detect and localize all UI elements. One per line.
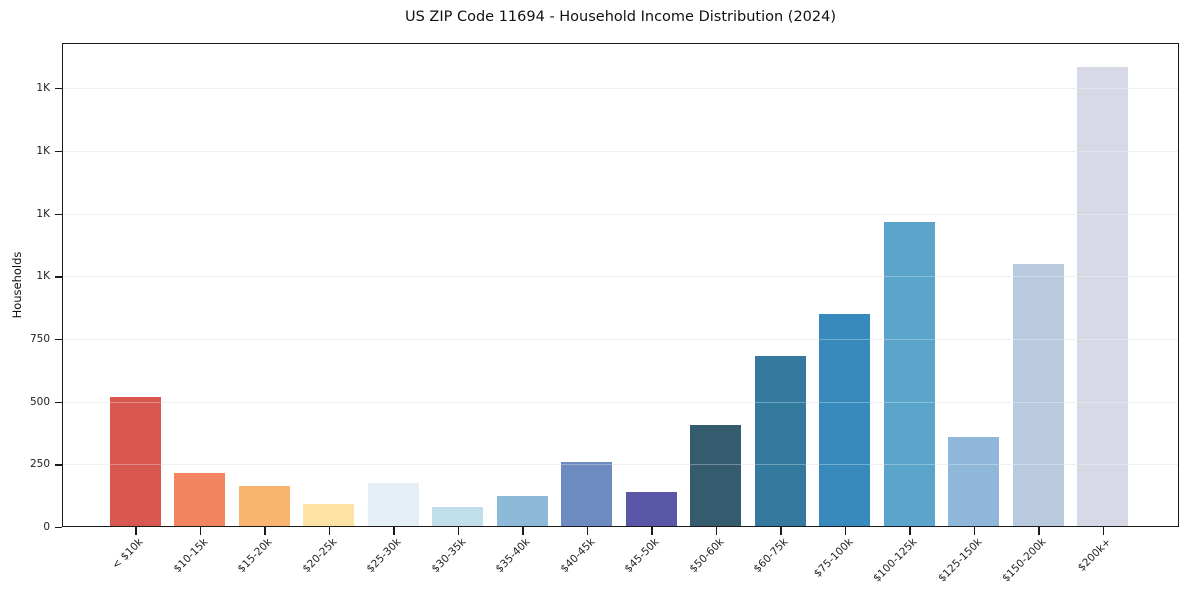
x-tick-mark-30-35k (457, 527, 459, 535)
x-tick-mark-25-30k (393, 527, 395, 535)
x-tick-mark-100-125k (909, 527, 911, 535)
bar-30-35k (432, 507, 483, 527)
bar-10k (109, 396, 161, 527)
x-tick-mark-75-100k (844, 527, 846, 535)
bar-200k (1077, 66, 1128, 527)
bar-45-50k (625, 492, 677, 527)
gridline-overlay-250 (62, 464, 1179, 466)
x-tick-mark-10-15k (199, 527, 201, 535)
x-tick-mark-200k (1102, 527, 1104, 535)
gridline-overlay-1250 (62, 213, 1179, 215)
bar-20-25k (303, 503, 354, 527)
bar-40-45k (561, 462, 612, 527)
gridline-overlay-750 (62, 338, 1179, 340)
y-tick-mark-500 (55, 401, 62, 403)
gridline-1000 (62, 276, 1179, 278)
x-tick-mark-150-200k (1038, 527, 1040, 535)
y-tick-label-500: 500 (29, 395, 50, 408)
bar-50-60k (690, 425, 741, 527)
y-tick-label-1750: 1K (36, 82, 50, 95)
gridline-1750 (62, 88, 1179, 90)
x-tick-mark-125-150k (973, 527, 975, 535)
gridline-overlay-1750 (62, 88, 1179, 90)
gridline-1250 (62, 213, 1179, 215)
bar-10-15k (174, 473, 225, 527)
gridline-750 (62, 338, 1179, 340)
y-tick-mark-0 (55, 527, 62, 529)
x-tick-mark-20-25k (328, 527, 330, 535)
y-tick-label-1250: 1K (36, 207, 50, 220)
x-tick-mark-40-45k (586, 527, 588, 535)
gridline-overlay-500 (62, 401, 1179, 403)
x-tick-mark-10k (135, 527, 137, 535)
bar-25-30k (367, 483, 419, 527)
y-tick-mark-750 (55, 338, 62, 341)
bar-150-200k (1012, 264, 1064, 527)
y-tick-label-250: 250 (29, 458, 50, 471)
y-tick-mark-250 (55, 464, 62, 466)
y-tick-label-1000: 1K (36, 270, 50, 283)
gridline-500 (62, 401, 1179, 403)
bar-15-20k (238, 485, 290, 527)
y-tick-label-1500: 1K (36, 144, 50, 157)
x-tick-mark-60-75k (780, 527, 782, 535)
y-tick-mark-1000 (55, 276, 62, 278)
x-tick-mark-50-60k (715, 527, 717, 535)
bar-35-40k (496, 496, 548, 527)
y-tick-label-750: 750 (29, 332, 50, 345)
y-axis-label: Households (10, 251, 24, 319)
y-tick-mark-1750 (55, 88, 62, 90)
plot-area: 0 250 500 750 1K 1K 1K 1K < $10k $10-15k $15-20k $2… (30, 43, 1179, 585)
bar-100-125k (883, 222, 935, 527)
bar-125-150k (948, 436, 999, 527)
bar-60-75k (754, 356, 806, 527)
x-tick-mark-35-40k (522, 527, 524, 535)
y-tick-mark-1250 (55, 213, 62, 215)
gridline-overlay-1500 (62, 150, 1179, 152)
x-tick-mark-15-20k (264, 527, 266, 535)
gridline-250 (62, 464, 1179, 466)
bar-75-100k (819, 313, 870, 527)
x-tick-mark-45-50k (651, 527, 653, 535)
gridline-1500 (62, 150, 1179, 152)
y-tick-mark-1500 (55, 150, 62, 153)
chart-title: US ZIP Code 11694 - Household Income Dis… (404, 9, 837, 25)
x-tick-label-10k: < $10k (109, 536, 146, 572)
gridline-overlay-1000 (62, 276, 1179, 278)
y-tick-label-0: 0 (43, 521, 50, 533)
